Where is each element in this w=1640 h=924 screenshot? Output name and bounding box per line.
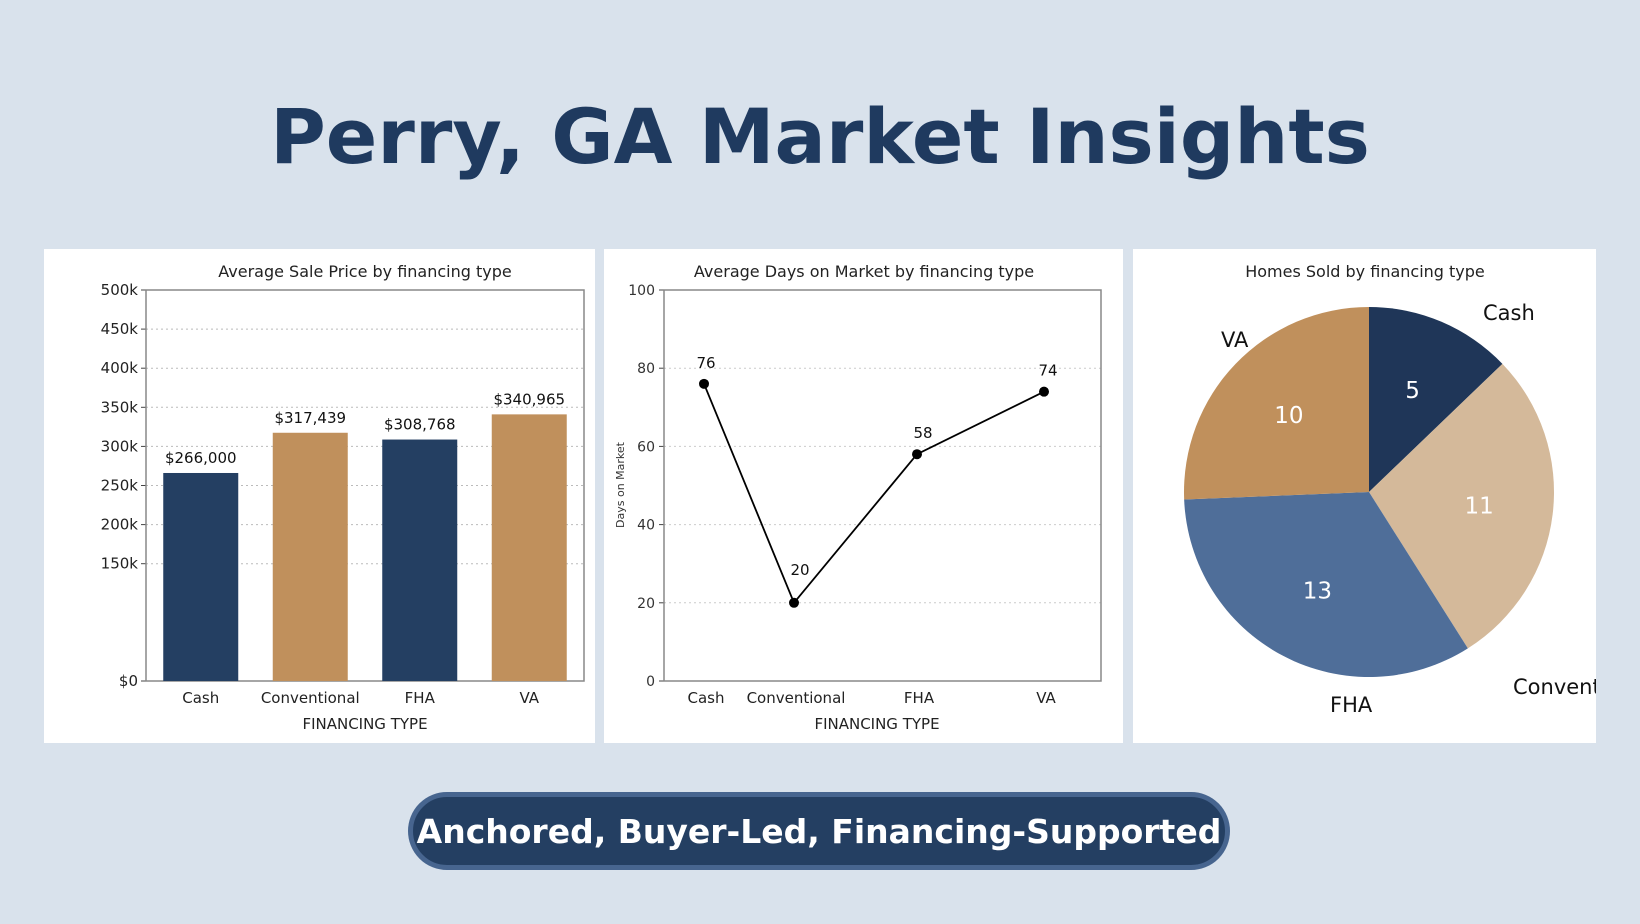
x-axis-title: FINANCING TYPE: [302, 715, 427, 733]
y-tick-label: 80: [637, 361, 655, 377]
days-on-market-line-chart: Average Days on Market by financing type…: [614, 262, 1102, 733]
y-tick-label: 150k: [101, 555, 139, 573]
data-point-fha: [912, 449, 922, 460]
bar-cash: [163, 472, 239, 681]
y-tick-label: $0: [119, 672, 138, 690]
y-tick-label: 20: [637, 596, 655, 612]
point-value-label: 20: [790, 561, 809, 579]
y-tick-label: 40: [637, 518, 655, 534]
y-tick-label: 350k: [101, 398, 139, 416]
bar-value-label: $308,768: [384, 416, 456, 434]
x-tick-label: Cash: [688, 689, 725, 707]
x-tick-label: Cash: [182, 689, 219, 707]
x-tick-label: Conventional: [747, 689, 846, 707]
bar-value-label: $266,000: [165, 449, 237, 467]
y-tick-label: 200k: [101, 516, 139, 534]
pie-value-label: 13: [1303, 578, 1332, 604]
chart-title: Average Sale Price by financing type: [218, 262, 511, 281]
point-value-label: 58: [913, 424, 932, 442]
series-line: [703, 383, 1045, 605]
homes-sold-panel: Homes Sold by financing type 5 Cash 11 Conve…: [1133, 249, 1596, 743]
pie-category-label: VA: [1221, 328, 1249, 352]
pie-slice-cash: [1369, 307, 1503, 492]
pie-slice-va: [1184, 307, 1369, 500]
sale-price-bar-chart: Average Sale Price by financing type $0 15…: [101, 262, 585, 733]
pie-slice-conventional: [1369, 363, 1554, 649]
pie-category-label: Conventional: [1513, 675, 1596, 699]
bar-conventional: [272, 432, 348, 681]
plot-frame: [145, 289, 585, 682]
y-tick-label: 0: [646, 674, 655, 690]
chart-title: Average Days on Market by financing type: [694, 262, 1034, 281]
y-axis-title: Days on Market: [614, 441, 627, 528]
sale-price-panel: Average Sale Price by financing type $0 15…: [44, 249, 595, 743]
bar-value-label: $317,439: [274, 409, 346, 427]
pie-value-label: 11: [1465, 493, 1494, 519]
x-tick-label: FHA: [405, 689, 436, 707]
x-tick-label: FHA: [904, 689, 935, 707]
bar-value-label: $340,965: [493, 390, 565, 408]
pie-value-label: 10: [1274, 403, 1303, 429]
bar-va: [491, 414, 567, 681]
y-tick-label: 450k: [101, 320, 139, 338]
y-tick-label: 500k: [101, 281, 139, 299]
x-tick-label: VA: [519, 689, 539, 707]
x-axis-title: FINANCING TYPE: [814, 715, 939, 733]
pie-category-label: Cash: [1483, 301, 1535, 325]
plot-frame: [663, 289, 1102, 682]
point-value-label: 76: [696, 354, 715, 372]
pie-slice-fha: [1184, 492, 1468, 677]
page-title: Perry, GA Market Insights: [270, 92, 1370, 181]
x-tick-label: VA: [1036, 689, 1056, 707]
pie-value-label: 5: [1405, 378, 1420, 404]
data-point-va: [1039, 386, 1049, 397]
y-tick-label: 300k: [101, 437, 139, 455]
summary-banner: Anchored, Buyer-Led, Financing-Supported: [408, 792, 1230, 870]
chart-title: Homes Sold by financing type: [1245, 262, 1485, 281]
days-on-market-panel: Average Days on Market by financing type…: [604, 249, 1123, 743]
summary-banner-text: Anchored, Buyer-Led, Financing-Supported: [416, 811, 1222, 851]
point-value-label: 74: [1038, 362, 1057, 380]
y-tick-label: 60: [637, 439, 655, 455]
homes-sold-pie-chart: Homes Sold by financing type 5 Cash 11 Conve…: [1184, 262, 1596, 717]
bar-fha: [382, 439, 458, 681]
data-point-conventional: [789, 597, 799, 608]
y-tick-label: 250k: [101, 477, 139, 495]
pie-category-label: FHA: [1330, 693, 1373, 717]
data-point-cash: [699, 378, 709, 389]
y-tick-label: 100: [628, 283, 655, 299]
x-tick-label: Conventional: [261, 689, 360, 707]
y-tick-label: 400k: [101, 359, 139, 377]
